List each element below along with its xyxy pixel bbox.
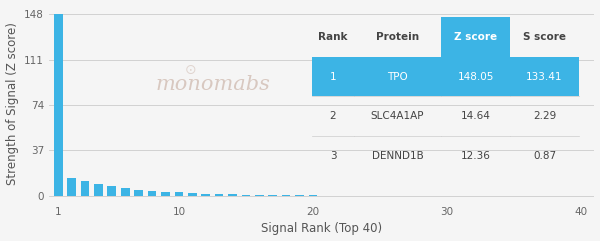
Bar bbox=[54, 14, 62, 196]
Bar bbox=[202, 194, 210, 196]
Text: TPO: TPO bbox=[387, 72, 408, 81]
Text: 12.36: 12.36 bbox=[461, 151, 490, 161]
Bar bbox=[282, 195, 290, 196]
Text: 1: 1 bbox=[329, 72, 337, 81]
Bar bbox=[148, 191, 157, 196]
Bar bbox=[255, 195, 263, 196]
Bar bbox=[242, 194, 250, 196]
Text: 133.41: 133.41 bbox=[526, 72, 563, 81]
Text: 2.29: 2.29 bbox=[533, 111, 556, 121]
Text: Rank: Rank bbox=[318, 32, 348, 42]
Text: 14.64: 14.64 bbox=[461, 111, 490, 121]
Bar bbox=[308, 195, 317, 196]
Text: 2: 2 bbox=[329, 111, 337, 121]
Bar bbox=[295, 195, 304, 196]
Y-axis label: Strength of Signal (Z score): Strength of Signal (Z score) bbox=[5, 22, 19, 185]
Text: SLC4A1AP: SLC4A1AP bbox=[371, 111, 424, 121]
Bar bbox=[94, 184, 103, 196]
Text: 0.87: 0.87 bbox=[533, 151, 556, 161]
Bar bbox=[80, 181, 89, 196]
Bar bbox=[215, 194, 223, 196]
Text: DENND1B: DENND1B bbox=[371, 151, 424, 161]
Bar bbox=[121, 188, 130, 196]
Bar bbox=[188, 193, 197, 196]
Text: 148.05: 148.05 bbox=[457, 72, 494, 81]
Text: Protein: Protein bbox=[376, 32, 419, 42]
Text: 3: 3 bbox=[329, 151, 337, 161]
Bar bbox=[107, 186, 116, 196]
Bar bbox=[67, 178, 76, 196]
Bar bbox=[175, 193, 183, 196]
Bar bbox=[268, 195, 277, 196]
Bar bbox=[134, 190, 143, 196]
Text: monomabs: monomabs bbox=[155, 75, 270, 94]
X-axis label: Signal Rank (Top 40): Signal Rank (Top 40) bbox=[261, 222, 382, 235]
Text: ⊙: ⊙ bbox=[185, 63, 197, 77]
Text: S score: S score bbox=[523, 32, 566, 42]
Bar bbox=[161, 192, 170, 196]
Text: Z score: Z score bbox=[454, 32, 497, 42]
Bar bbox=[228, 194, 237, 196]
